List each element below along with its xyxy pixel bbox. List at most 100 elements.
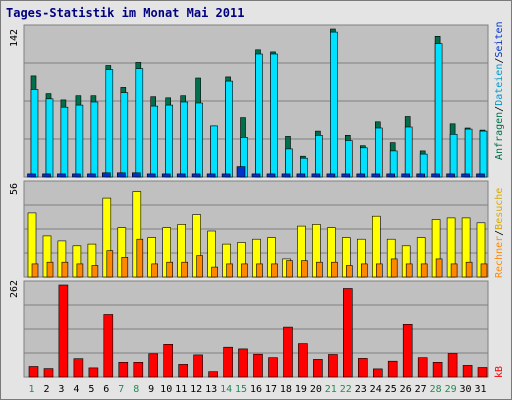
x-tick-label: 2 — [43, 384, 49, 395]
legend-bottom: kB — [494, 366, 505, 378]
bar-seiten — [416, 173, 426, 178]
bar-dateien — [105, 69, 114, 178]
bar-dateien — [389, 150, 398, 178]
bar-seiten — [57, 173, 66, 178]
bar-rechner — [375, 263, 383, 278]
bar-seiten — [311, 173, 321, 178]
bar-kb — [178, 364, 188, 378]
bar-kb — [163, 343, 173, 378]
bar-seiten — [132, 172, 141, 178]
x-tick-label: 8 — [133, 384, 139, 395]
bar-kb — [283, 326, 293, 378]
bar-dateien — [344, 140, 353, 178]
x-tick-label: 16 — [250, 384, 262, 395]
bar-seiten — [431, 173, 440, 178]
x-tick-label: 31 — [474, 384, 486, 395]
bar-seiten — [221, 173, 231, 178]
bar-dateien — [285, 148, 293, 178]
bar-dateien — [180, 101, 188, 178]
bar-dateien — [165, 104, 173, 178]
legend-middle: Rechner/Besuche — [494, 188, 505, 278]
bar-dateien — [120, 92, 129, 178]
bar-dateien — [464, 128, 473, 178]
x-tick-label: 26 — [400, 384, 412, 395]
bar-rechner — [76, 263, 84, 278]
bar-kb — [268, 357, 278, 378]
bar-rechner — [301, 260, 308, 278]
x-tick-label: 12 — [190, 384, 202, 395]
x-tick-label: 4 — [73, 384, 79, 395]
x-tick-label: 1 — [28, 384, 34, 395]
bar-rechner — [405, 263, 413, 278]
bar-dateien — [30, 89, 39, 178]
x-tick-label: 17 — [265, 384, 277, 395]
bar-seiten — [161, 173, 171, 178]
legend-kb: kB — [494, 365, 505, 378]
x-tick-label: 11 — [175, 384, 187, 395]
bar-rechner — [331, 261, 338, 278]
bar-rechner — [151, 263, 158, 278]
bar-dateien — [434, 43, 443, 178]
bar-rechner — [480, 263, 488, 278]
legend-separator: / — [494, 105, 505, 112]
bar-kb — [223, 346, 233, 378]
bar-kb — [387, 360, 398, 378]
bar-dateien — [330, 31, 338, 178]
bar-rechner — [226, 263, 233, 278]
x-tick-label: 23 — [355, 384, 367, 395]
bar-rechner — [241, 263, 248, 278]
bar-kb — [133, 361, 144, 378]
bar-dateien — [270, 53, 278, 178]
bar-seiten — [476, 173, 485, 178]
bar-dateien — [315, 135, 323, 178]
bar-kb — [208, 371, 218, 378]
x-tick-label: 21 — [325, 384, 337, 395]
bar-rechner — [61, 261, 69, 278]
bar-kb — [253, 353, 263, 378]
bar-seiten — [461, 173, 470, 178]
bar-seiten — [87, 173, 96, 178]
x-tick-label: 29 — [445, 384, 457, 395]
bar-seiten — [251, 173, 261, 178]
x-tick-label: 18 — [280, 384, 292, 395]
x-tick-label: 22 — [340, 384, 352, 395]
legend-separator: / — [494, 229, 505, 236]
bar-kb — [328, 354, 338, 378]
x-tick-label: 19 — [295, 384, 307, 395]
bar-rechner — [435, 258, 443, 278]
legend-separator: / — [494, 57, 505, 64]
x-tick-label: 13 — [205, 384, 217, 395]
y-max-label-visits: 56 — [9, 182, 20, 195]
bar-seiten — [176, 173, 186, 178]
bar-rechner — [271, 263, 278, 278]
legend-dateien: Dateien — [494, 63, 505, 106]
bar-kb — [447, 353, 458, 378]
x-tick-label: 28 — [430, 384, 442, 395]
legend-besuche: Besuche — [494, 187, 505, 230]
bar-rechner — [136, 238, 144, 278]
bar-kb — [58, 284, 69, 378]
legend-rechner: Rechner — [494, 235, 505, 278]
bar-seiten — [296, 173, 306, 178]
bar-kb — [88, 367, 99, 378]
bar-seiten — [146, 173, 156, 178]
bar-kb — [313, 359, 323, 378]
x-tick-label: 15 — [235, 384, 247, 395]
x-tick-label: 7 — [118, 384, 124, 395]
bar-dateien — [374, 127, 383, 178]
bar-rechner — [211, 266, 218, 278]
legend-top: Anfragen/Dateien/Seiten — [494, 21, 505, 160]
bar-seiten — [446, 173, 455, 178]
bar-seiten — [72, 173, 81, 178]
bar-seiten — [102, 172, 111, 178]
bar-seiten — [206, 173, 216, 178]
bar-kb — [342, 288, 353, 378]
x-tick-label: 30 — [459, 384, 471, 395]
x-tick-label: 27 — [415, 384, 427, 395]
bar-rechner — [91, 265, 99, 278]
bar-dateien — [150, 105, 158, 178]
bar-dateien — [75, 104, 84, 178]
bar-kb — [118, 361, 129, 378]
legend-seiten: Seiten — [494, 21, 505, 58]
bar-rechner — [450, 263, 458, 278]
